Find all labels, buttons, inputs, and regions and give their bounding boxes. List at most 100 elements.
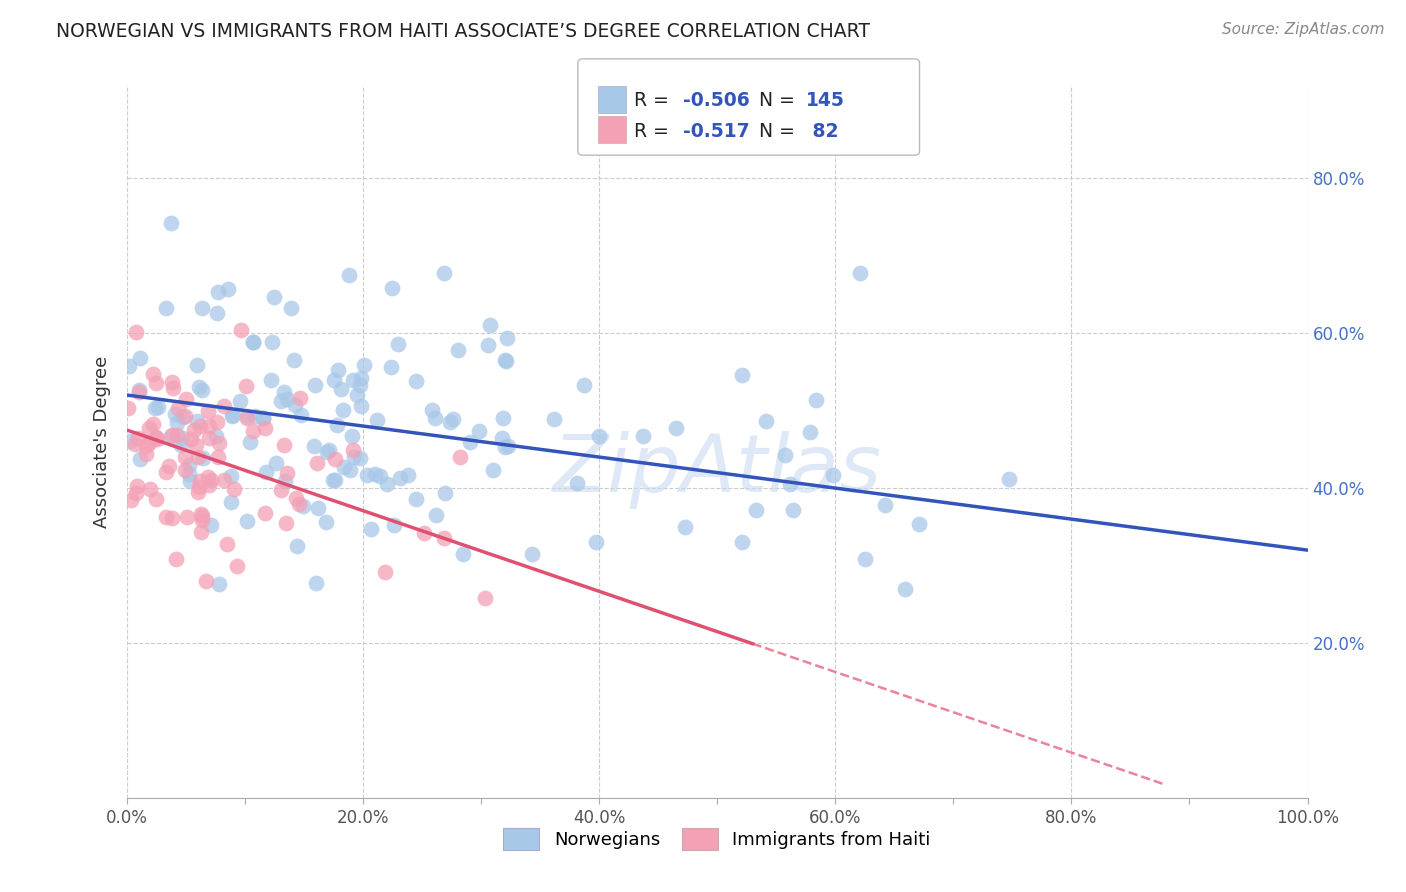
Point <box>219 495 242 509</box>
Point <box>804 393 827 408</box>
Point <box>284 398 307 412</box>
Point <box>318 442 340 457</box>
Point <box>180 432 202 446</box>
Point <box>169 437 191 451</box>
Point <box>323 373 346 387</box>
Text: R =: R = <box>634 121 675 141</box>
Point <box>190 383 212 397</box>
Point <box>242 424 264 438</box>
Point <box>353 358 375 372</box>
Point <box>434 485 457 500</box>
Point <box>124 437 146 451</box>
Point <box>162 510 184 524</box>
Point <box>138 436 160 450</box>
Point <box>283 353 305 368</box>
Point <box>323 452 346 467</box>
Point <box>467 424 489 438</box>
Point <box>195 574 218 589</box>
Point <box>799 425 821 439</box>
Point <box>322 473 344 487</box>
Point <box>374 565 396 579</box>
Point <box>326 362 349 376</box>
Point <box>449 450 471 464</box>
Point <box>145 431 167 445</box>
Point <box>135 447 157 461</box>
Text: ZipAtlas: ZipAtlas <box>553 431 882 509</box>
Point <box>128 384 150 399</box>
Point <box>495 353 517 368</box>
Point <box>494 440 516 454</box>
Point <box>323 473 346 487</box>
Point <box>191 508 214 523</box>
Point <box>474 591 496 606</box>
Point <box>254 465 277 479</box>
Point <box>405 374 427 388</box>
Point <box>197 470 219 484</box>
Point <box>212 473 235 487</box>
Point <box>129 351 152 365</box>
Point <box>274 474 297 488</box>
Point <box>730 368 752 382</box>
Point <box>236 411 259 425</box>
Point <box>145 430 167 444</box>
Point <box>190 301 212 316</box>
Point <box>190 507 212 521</box>
Point <box>186 414 208 428</box>
Point <box>270 483 292 497</box>
Point <box>782 503 804 517</box>
Point <box>326 417 349 432</box>
Point <box>287 497 309 511</box>
Point <box>160 376 183 390</box>
Point <box>187 379 209 393</box>
Text: R =: R = <box>634 91 675 111</box>
Point <box>138 421 160 435</box>
Point <box>894 582 917 596</box>
Point <box>198 431 221 445</box>
Point <box>229 323 252 337</box>
Point <box>125 486 148 500</box>
Point <box>342 373 364 387</box>
Point <box>173 450 195 464</box>
Text: N =: N = <box>759 91 801 111</box>
Point <box>166 401 188 416</box>
Point <box>183 423 205 437</box>
Point <box>425 508 447 523</box>
Point <box>179 474 201 488</box>
Point <box>907 516 929 531</box>
Point <box>350 371 373 385</box>
Point <box>875 498 897 512</box>
Point <box>447 343 470 357</box>
Point <box>179 467 201 481</box>
Point <box>276 466 298 480</box>
Point <box>155 509 177 524</box>
Point <box>165 552 187 566</box>
Point <box>423 411 446 425</box>
Point <box>337 268 360 282</box>
Point <box>145 376 167 391</box>
Point <box>222 483 245 497</box>
Point <box>291 499 314 513</box>
Point <box>172 431 194 445</box>
Point <box>118 359 141 373</box>
Point <box>217 282 239 296</box>
Point <box>242 335 264 350</box>
Point <box>316 445 339 459</box>
Point <box>125 326 148 340</box>
Point <box>346 388 368 402</box>
Point <box>205 415 228 429</box>
Point <box>200 474 222 488</box>
Point <box>342 450 364 465</box>
Point <box>441 412 464 426</box>
Point <box>665 421 688 435</box>
Point <box>388 471 411 485</box>
Point <box>120 493 142 508</box>
Point <box>731 535 754 549</box>
Point <box>212 400 235 414</box>
Point <box>128 383 150 397</box>
Point <box>188 474 211 488</box>
Point <box>368 469 391 483</box>
Point <box>235 409 257 423</box>
Point <box>187 480 209 494</box>
Point <box>779 476 801 491</box>
Point <box>125 478 148 492</box>
